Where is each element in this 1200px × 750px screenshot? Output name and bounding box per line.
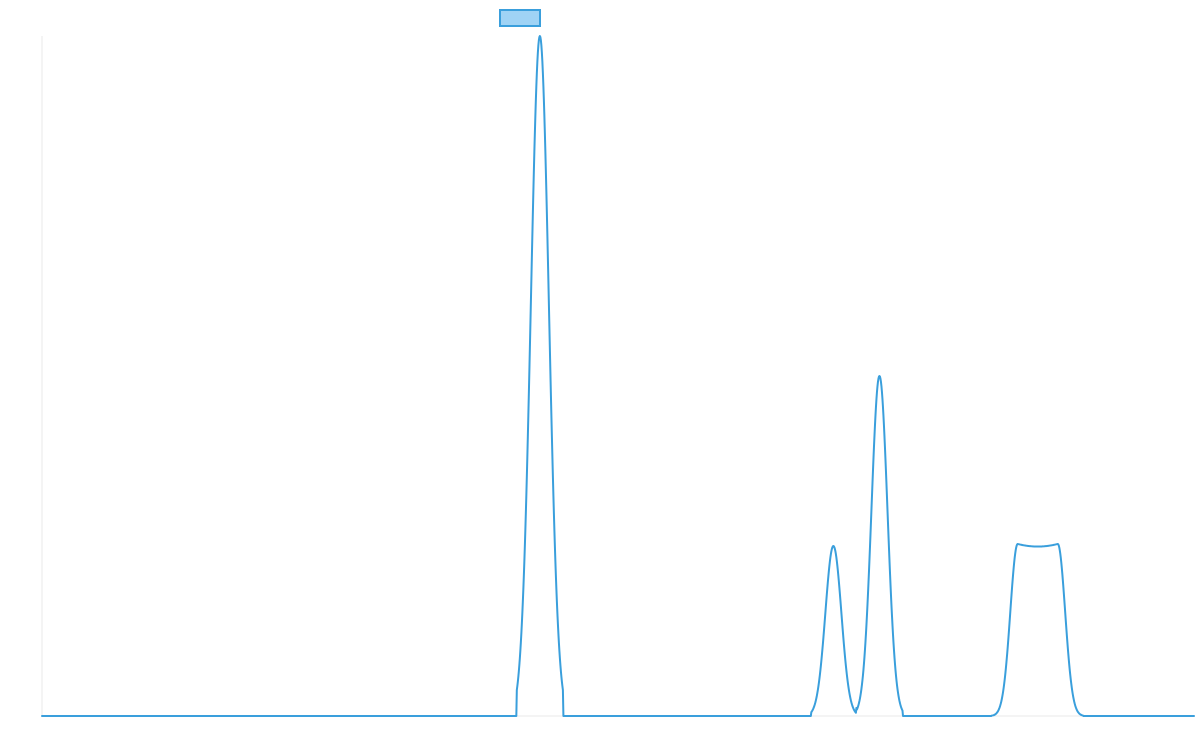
- series-line: [41, 35, 1195, 717]
- legend[interactable]: [499, 9, 541, 27]
- series-layer: [41, 35, 1195, 717]
- legend-swatch[interactable]: [499, 9, 541, 27]
